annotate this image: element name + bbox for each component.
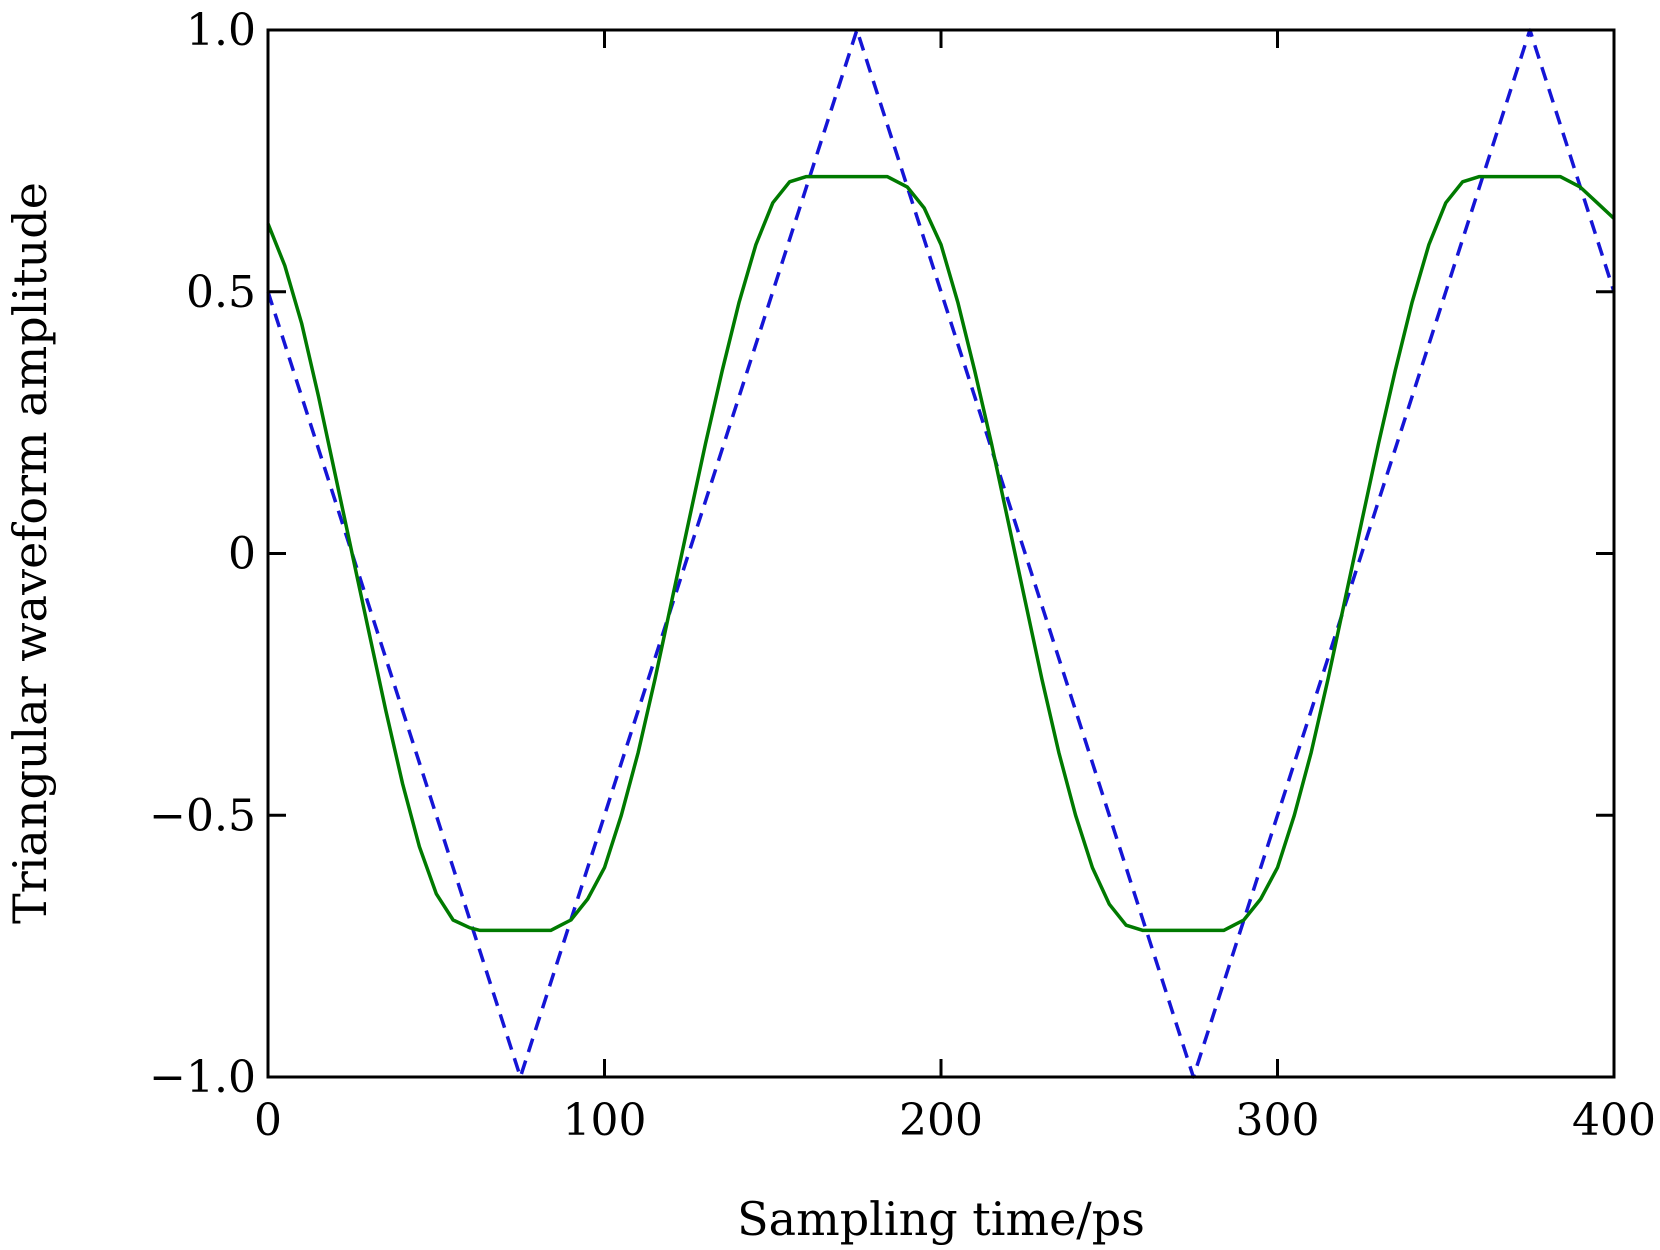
y-axis-label: Triangular waveform amplitude: [3, 182, 57, 924]
x-tick-label: 200: [899, 1095, 983, 1146]
y-tick-label: 0: [228, 529, 256, 580]
x-axis-label: Sampling time/ps: [737, 1192, 1145, 1246]
x-tick-label: 100: [563, 1095, 647, 1146]
x-tick-label: 400: [1572, 1095, 1656, 1146]
y-tick-label: 1.0: [186, 5, 256, 56]
x-tick-label: 300: [1236, 1095, 1320, 1146]
series-line-2: [266, 174, 1616, 933]
y-tick-label: −1.0: [149, 1052, 256, 1103]
series-line-1: [266, 28, 1616, 1079]
tick-labels: 0 100 200 300 400 −1.0 −0.5 0 0.5 1.0: [149, 5, 1656, 1146]
y-tick-label: 0.5: [186, 267, 256, 318]
ticks: [266, 28, 1616, 1079]
x-tick-label: 0: [254, 1095, 282, 1146]
y-tick-label: −0.5: [149, 790, 256, 841]
plot-frame: [266, 28, 1616, 1079]
plot-lines: [266, 28, 1616, 1079]
